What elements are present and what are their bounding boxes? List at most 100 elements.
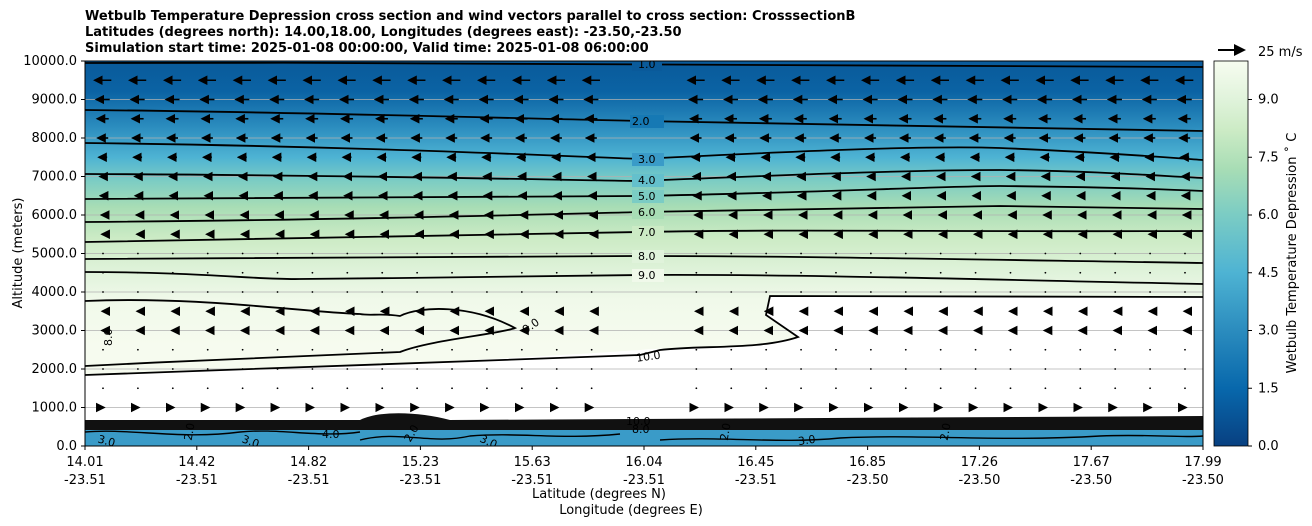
wind-vector — [102, 348, 104, 351]
wind-vector — [800, 368, 802, 370]
wind-vector — [1149, 368, 1151, 370]
wind-vector — [1114, 291, 1117, 293]
wind-vector — [1044, 348, 1047, 351]
x-tick-label-lon: -23.50 — [1182, 473, 1224, 488]
wind-vector — [939, 271, 942, 274]
wind-vector — [1079, 368, 1082, 370]
wind-vector — [1044, 368, 1047, 370]
wind-vector — [416, 368, 419, 370]
wind-vector — [451, 387, 453, 390]
wind-vector — [416, 387, 419, 390]
y-tick-label: 8000.0 — [32, 131, 78, 146]
wind-vector — [1184, 368, 1186, 370]
wind-vector — [451, 368, 453, 370]
wind-vector — [904, 368, 907, 370]
wind-vector — [381, 368, 384, 370]
wind-vector — [555, 348, 558, 351]
colorbar-tick-label: 6.0 — [1258, 208, 1279, 223]
y-tick-label: 5000.0 — [32, 247, 78, 262]
x-tick-label-lat: 16.45 — [737, 455, 774, 470]
wind-vector — [381, 271, 384, 274]
x-tick-label-lat: 17.26 — [961, 455, 998, 470]
wind-vector — [276, 348, 279, 351]
wind-vector — [730, 291, 733, 293]
x-tick-label-lat: 17.99 — [1184, 455, 1221, 470]
wind-vector — [346, 368, 349, 370]
wind-vector — [1079, 291, 1082, 293]
wind-vector — [1114, 387, 1117, 390]
wind-vector — [555, 291, 558, 293]
title-line-2: Latitudes (degrees north): 14.00,18.00, … — [85, 25, 682, 40]
wind-vector — [1044, 271, 1047, 274]
wind-vector — [102, 252, 104, 255]
wind-vector — [102, 387, 104, 390]
contour-label-7: 7.0 — [638, 226, 656, 239]
y-axis-label: Altitude (meters) — [11, 198, 26, 309]
y-tick-label: 10000.0 — [23, 54, 77, 69]
y-tick-label: 1000.0 — [32, 401, 78, 416]
wind-vector — [1149, 271, 1151, 274]
wind-vector — [346, 387, 349, 390]
wind-vector — [520, 348, 523, 351]
wind-vector — [835, 291, 837, 293]
wind-vector — [555, 252, 558, 255]
wind-vector — [276, 368, 279, 370]
quiver-key-label: 25 m/s — [1258, 45, 1303, 60]
wind-vector — [869, 291, 872, 293]
wind-vector — [241, 348, 244, 351]
wind-vector — [800, 291, 802, 293]
contour-3 — [85, 142, 1203, 161]
x-tick-label-lat: 16.04 — [625, 455, 662, 470]
x-tick-label-lat: 15.63 — [514, 455, 551, 470]
wind-vector — [835, 271, 837, 274]
wind-vector — [381, 387, 384, 390]
wind-vector — [1044, 387, 1047, 390]
x-tick-label-lat: 17.67 — [1073, 455, 1110, 470]
wind-vector — [590, 348, 593, 351]
wind-vector — [381, 291, 384, 293]
wind-vector — [206, 291, 209, 293]
wind-vector — [520, 271, 523, 274]
wind-vector — [137, 348, 139, 351]
quiver-key: 25 m/s — [1218, 44, 1303, 60]
wind-vector — [730, 252, 733, 255]
wind-vector — [1184, 252, 1186, 255]
y-tick-label: 0.0 — [56, 439, 77, 454]
y-tick-label: 3000.0 — [32, 324, 78, 339]
colorbar-tick-label: 7.5 — [1258, 150, 1279, 165]
wind-vector — [1079, 387, 1082, 390]
wind-vector — [346, 348, 349, 351]
contour-label-8c: 8.0 — [632, 423, 650, 436]
wind-vector — [416, 271, 419, 274]
wind-vector — [555, 387, 558, 390]
wind-vector — [276, 291, 279, 293]
wind-vector — [765, 271, 768, 274]
wind-vector — [695, 252, 698, 255]
contour-6 — [85, 205, 1203, 223]
wind-vector — [800, 271, 802, 274]
surface-dark-band — [85, 413, 1203, 430]
colorbar — [1213, 60, 1249, 447]
wind-vector — [904, 252, 907, 255]
wind-vector — [416, 291, 419, 293]
surface-contours — [85, 430, 1203, 442]
wind-vector — [765, 252, 768, 255]
chart-title: Wetbulb Temperature Depression cross sec… — [85, 9, 855, 57]
wind-vector — [869, 368, 872, 370]
contour-label-6: 6.0 — [638, 206, 656, 219]
wind-vector — [241, 368, 244, 370]
wind-vector — [206, 348, 209, 351]
wind-vector — [1079, 271, 1082, 274]
wind-vector — [730, 348, 733, 351]
wind-vector — [276, 271, 279, 274]
wind-vector — [1009, 291, 1012, 293]
wind-vectors — [93, 75, 1194, 413]
wind-vector — [1149, 348, 1151, 351]
wind-vector — [311, 271, 314, 274]
wind-vector — [381, 348, 384, 351]
wind-vector — [171, 368, 174, 370]
wind-vector — [835, 348, 837, 351]
x-axis: 14.01 -23.51 14.42 -23.51 14.82 -23.51 15.23 -2… — [64, 446, 1224, 488]
wind-vector — [835, 252, 837, 255]
